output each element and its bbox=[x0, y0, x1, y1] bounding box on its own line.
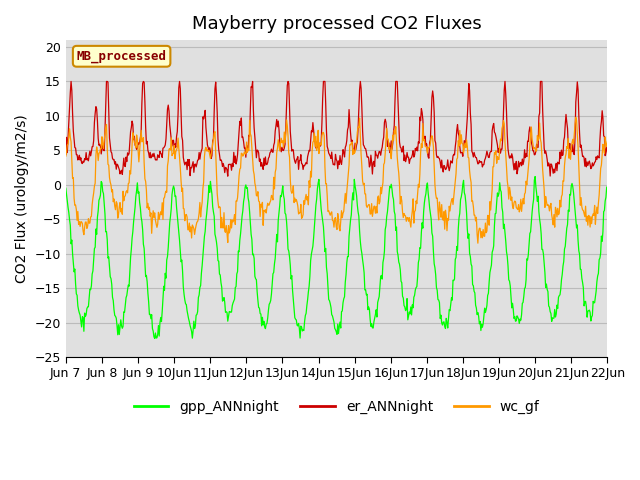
Text: MB_processed: MB_processed bbox=[77, 49, 166, 63]
Y-axis label: CO2 Flux (urology/m2/s): CO2 Flux (urology/m2/s) bbox=[15, 114, 29, 283]
Legend: gpp_ANNnight, er_ANNnight, wc_gf: gpp_ANNnight, er_ANNnight, wc_gf bbox=[128, 395, 545, 420]
Title: Mayberry processed CO2 Fluxes: Mayberry processed CO2 Fluxes bbox=[192, 15, 481, 33]
